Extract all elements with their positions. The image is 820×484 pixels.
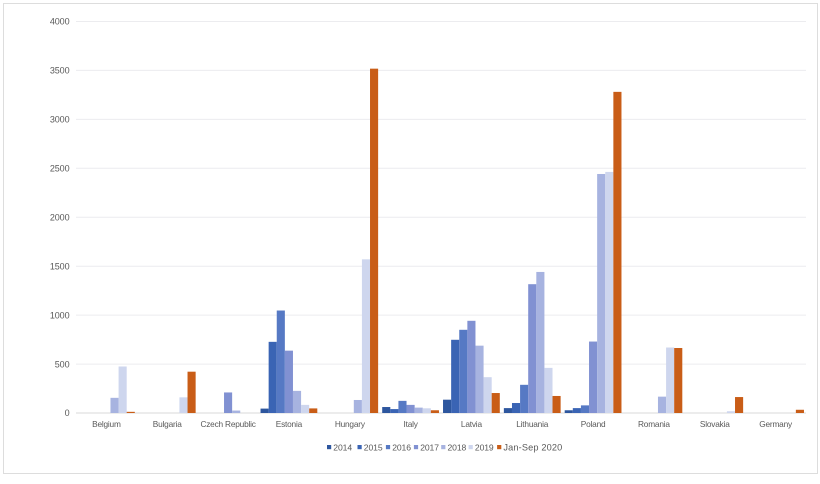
svg-text:1000: 1000	[50, 310, 70, 320]
svg-text:2016: 2016	[392, 443, 411, 453]
svg-text:3500: 3500	[50, 66, 70, 76]
svg-text:Latvia: Latvia	[461, 419, 483, 429]
svg-text:Romania: Romania	[638, 419, 670, 429]
svg-text:2015: 2015	[364, 443, 383, 453]
svg-text:2014: 2014	[333, 443, 352, 453]
svg-text:Czech Republic: Czech Republic	[200, 419, 255, 429]
svg-text:2018: 2018	[448, 443, 467, 453]
svg-text:1500: 1500	[50, 261, 70, 271]
svg-text:Hungary: Hungary	[335, 419, 366, 429]
svg-text:Belgium: Belgium	[92, 419, 121, 429]
svg-text:Lithuania: Lithuania	[516, 419, 548, 429]
svg-text:Germany: Germany	[759, 419, 793, 429]
svg-text:Estonia: Estonia	[276, 419, 303, 429]
svg-text:Poland: Poland	[581, 419, 606, 429]
svg-text:Slovakia: Slovakia	[700, 419, 730, 429]
svg-text:2017: 2017	[420, 443, 439, 453]
svg-text:2500: 2500	[50, 164, 70, 174]
svg-text:3000: 3000	[50, 115, 70, 125]
svg-text:Bulgaria: Bulgaria	[153, 419, 182, 429]
svg-text:2019: 2019	[475, 443, 494, 453]
svg-text:2000: 2000	[50, 212, 70, 222]
svg-text:500: 500	[55, 359, 70, 369]
svg-text:4000: 4000	[50, 17, 70, 27]
svg-text:Italy: Italy	[403, 419, 418, 429]
svg-text:0: 0	[65, 408, 70, 418]
svg-text:Jan-Sep 2020: Jan-Sep 2020	[503, 443, 562, 453]
